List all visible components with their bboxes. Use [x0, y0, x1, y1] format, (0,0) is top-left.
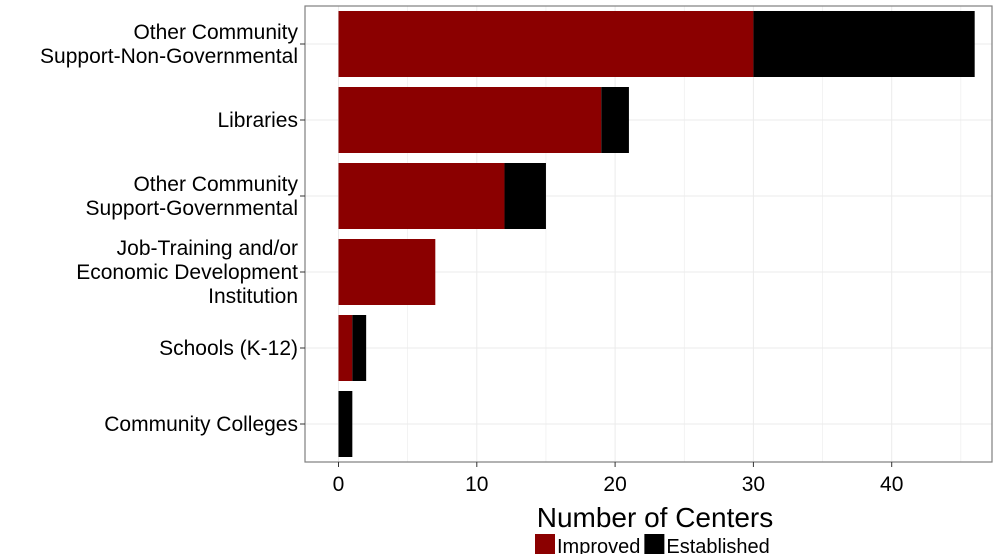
- category-labels: Other CommunitySupport-Non-GovernmentalL…: [40, 21, 305, 436]
- bar-improved: [338, 11, 754, 77]
- category-label: Job-Training and/or: [117, 237, 298, 260]
- legend-swatch: [535, 534, 555, 554]
- bars: [338, 11, 975, 457]
- bar-improved: [338, 163, 505, 229]
- x-axis-ticks: 0 10 20 30 40: [333, 462, 903, 496]
- bar-established: [504, 163, 546, 229]
- bar-established: [338, 391, 353, 457]
- bar-improved: [338, 315, 353, 381]
- category-label: Support-Non-Governmental: [40, 45, 298, 68]
- bar-established: [352, 315, 367, 381]
- x-tick-label: 40: [880, 473, 903, 496]
- bar-established: [601, 87, 629, 153]
- x-axis-title: Number of Centers: [537, 502, 774, 533]
- category-label: Other Community: [133, 21, 298, 44]
- bar-established: [753, 11, 975, 77]
- category-label: Community Colleges: [104, 413, 298, 436]
- bar-improved: [338, 239, 436, 305]
- plot-panel-border: [304, 5, 993, 463]
- legend-label: Established: [666, 536, 769, 554]
- legend-swatch: [644, 534, 665, 554]
- category-label: Libraries: [217, 109, 298, 132]
- x-tick-label: 20: [603, 473, 626, 496]
- legend-label: Improved: [557, 536, 640, 554]
- x-tick-label: 10: [465, 473, 488, 496]
- x-tick-label: 30: [742, 473, 765, 496]
- category-label: Economic Development: [76, 261, 298, 284]
- category-label: Other Community: [133, 173, 298, 196]
- category-label: Support-Governmental: [86, 197, 298, 220]
- category-label: Institution: [208, 285, 298, 308]
- category-label: Schools (K-12): [159, 337, 298, 360]
- legend: Improved Established: [535, 534, 770, 554]
- x-tick-label: 0: [333, 473, 345, 496]
- bar-improved: [338, 87, 602, 153]
